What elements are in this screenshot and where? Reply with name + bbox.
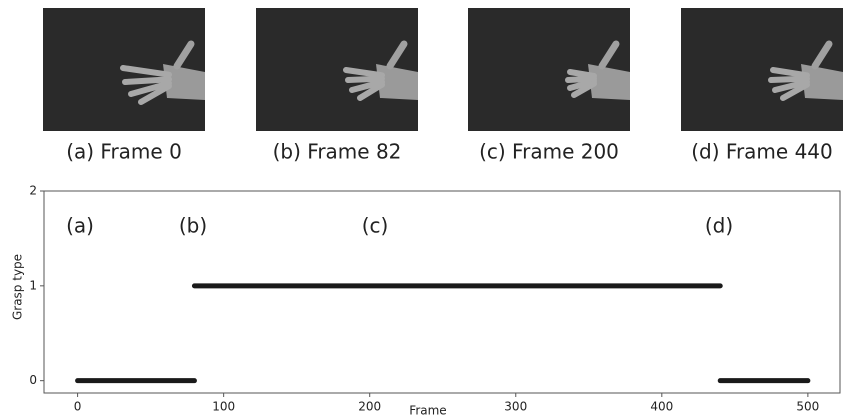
x-tick-label: 0 [74,400,82,414]
panels: (a) Frame 0 (b) Frame 82 (c) Frame 200 (d) … [43,8,843,164]
x-axis-label: Frame [409,404,446,418]
y-axis-label: Grasp type [11,254,25,320]
panel: (a) Frame 0 [43,8,205,164]
finger [348,79,382,80]
x-tick-label: 500 [796,400,819,414]
x-tick-label: 300 [504,400,527,414]
y-tick-label: 0 [29,373,37,387]
panel-caption: (c) Frame 200 [479,140,619,164]
data-line [78,286,808,381]
panel: (b) Frame 82 [256,8,418,164]
annotation: (b) [179,214,207,238]
panel: (d) Frame 440 [681,8,843,164]
panel: (c) Frame 200 [468,8,630,164]
y-tick-label: 1 [29,278,37,292]
figure: (a) Frame 0(b) Frame 82(c) Frame 200(d) … [0,0,848,420]
annotation: (a) [66,214,94,238]
annotation: (d) [705,214,733,238]
panel-caption: (b) Frame 82 [273,140,402,164]
finger [570,72,594,76]
finger [125,79,169,82]
finger [771,79,807,80]
annotation: (c) [362,214,389,238]
panel-caption: (d) Frame 440 [691,140,833,164]
x-tick-label: 100 [212,400,235,414]
panel-caption: (a) Frame 0 [66,140,182,164]
x-tick-label: 200 [358,400,381,414]
x-tick-label: 400 [650,400,673,414]
y-tick-label: 2 [29,184,37,198]
